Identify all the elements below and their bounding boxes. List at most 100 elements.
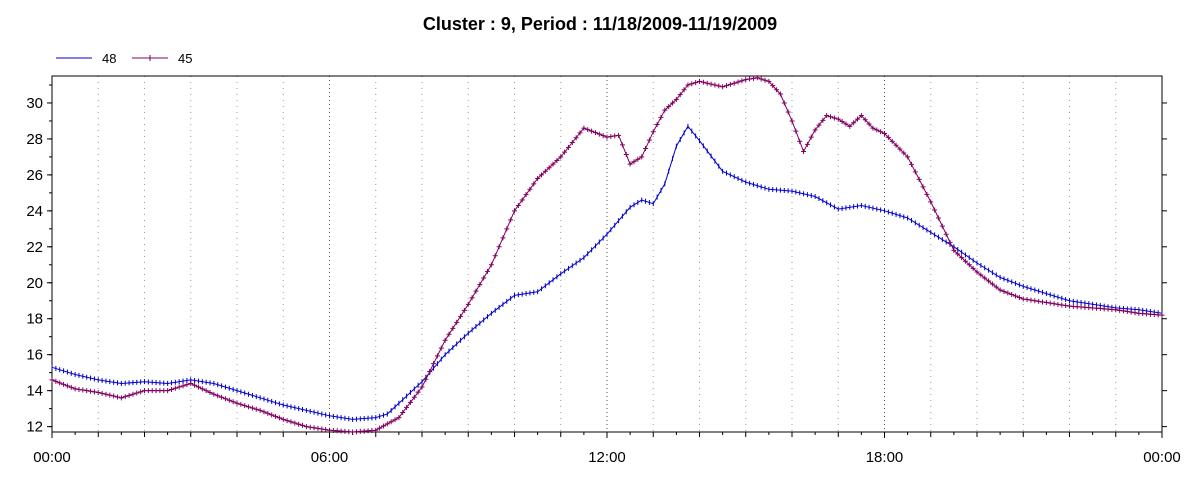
data-point [928, 199, 934, 205]
data-point [646, 137, 652, 143]
data-point [211, 391, 217, 397]
data-point [380, 423, 386, 429]
data-point [754, 75, 760, 81]
data-point [573, 135, 579, 141]
data-point [743, 77, 749, 83]
data-point [415, 389, 421, 395]
data-point [693, 80, 699, 86]
data-point [388, 419, 394, 425]
data-point [49, 377, 55, 383]
series-layer [49, 75, 1165, 435]
data-point [126, 392, 132, 398]
data-point [920, 184, 926, 190]
data-point [762, 77, 768, 83]
data-point [924, 191, 930, 197]
data-point [261, 409, 267, 415]
data-point [812, 127, 818, 133]
data-point [766, 78, 772, 84]
data-point [939, 223, 945, 229]
data-point [943, 231, 949, 237]
data-point [222, 396, 228, 402]
data-point [496, 244, 502, 250]
data-point [1040, 299, 1046, 305]
data-point [1132, 310, 1138, 316]
data-point [727, 81, 733, 87]
chart-title: Cluster : 9, Period : 11/18/2009-11/19/2… [422, 14, 778, 34]
data-point [400, 410, 406, 416]
data-point [978, 272, 984, 278]
series-48 [51, 123, 1163, 422]
data-point [442, 337, 448, 343]
x-tick-label: 18:00 [866, 449, 904, 466]
data-point [1032, 298, 1038, 304]
data-point [619, 142, 625, 148]
data-point [562, 149, 568, 155]
data-point [997, 287, 1003, 293]
legend: 48 45 [56, 51, 192, 66]
data-point [419, 384, 425, 390]
y-tick-label: 26 [26, 167, 43, 184]
data-point [118, 395, 124, 401]
data-point [777, 91, 783, 97]
data-point [512, 208, 517, 214]
data-point [758, 76, 764, 82]
data-point [982, 275, 988, 281]
data-point [774, 87, 780, 93]
data-point [219, 394, 225, 400]
y-tick-label: 12 [26, 419, 43, 436]
data-point [1043, 300, 1049, 306]
data-point [874, 127, 880, 133]
data-point [461, 307, 467, 313]
x-tick-label: 06:00 [311, 449, 349, 466]
data-point [296, 421, 302, 427]
data-point [581, 125, 587, 131]
data-point [500, 235, 506, 241]
data-point [789, 118, 795, 124]
data-point [488, 262, 494, 268]
data-point [897, 146, 903, 152]
data-point [716, 83, 722, 89]
data-point [855, 116, 861, 122]
data-point [99, 390, 105, 396]
data-point [1047, 300, 1053, 306]
data-point [708, 81, 714, 87]
data-point [905, 154, 911, 160]
y-tick-label: 24 [26, 203, 43, 220]
data-point [885, 134, 891, 140]
data-point [1051, 301, 1057, 307]
data-point [280, 416, 286, 422]
data-point [1059, 302, 1065, 308]
data-point [785, 109, 791, 115]
data-point [192, 382, 198, 388]
data-point [839, 119, 845, 125]
data-point [616, 132, 622, 138]
data-point [1009, 291, 1015, 297]
data-point [469, 295, 475, 301]
data-point [550, 161, 556, 167]
data-point [801, 149, 807, 155]
axis-layer: 00:00 06:00 12:00 18:00 00:00 12 14 16 18 20 22 24 2… [26, 84, 1181, 466]
data-point [820, 117, 826, 123]
data-point [504, 226, 510, 232]
data-point [465, 301, 471, 307]
data-point [870, 125, 876, 131]
data-point [172, 385, 178, 391]
data-point [76, 386, 82, 392]
data-point [824, 113, 830, 119]
data-point [538, 172, 544, 178]
x-tick-label: 00:00 [33, 449, 71, 466]
data-point [677, 92, 683, 98]
data-point [1124, 309, 1130, 315]
data-point [1020, 296, 1026, 302]
y-tick-label: 22 [26, 239, 43, 256]
data-point [681, 87, 687, 93]
data-point [53, 378, 59, 384]
data-point [257, 407, 263, 413]
data-point [666, 104, 672, 110]
data-point [858, 113, 864, 119]
legend-marker [147, 55, 153, 61]
data-point [246, 404, 252, 410]
x-tick-label: 00:00 [1143, 449, 1181, 466]
data-point [974, 269, 980, 275]
data-point [188, 380, 194, 386]
